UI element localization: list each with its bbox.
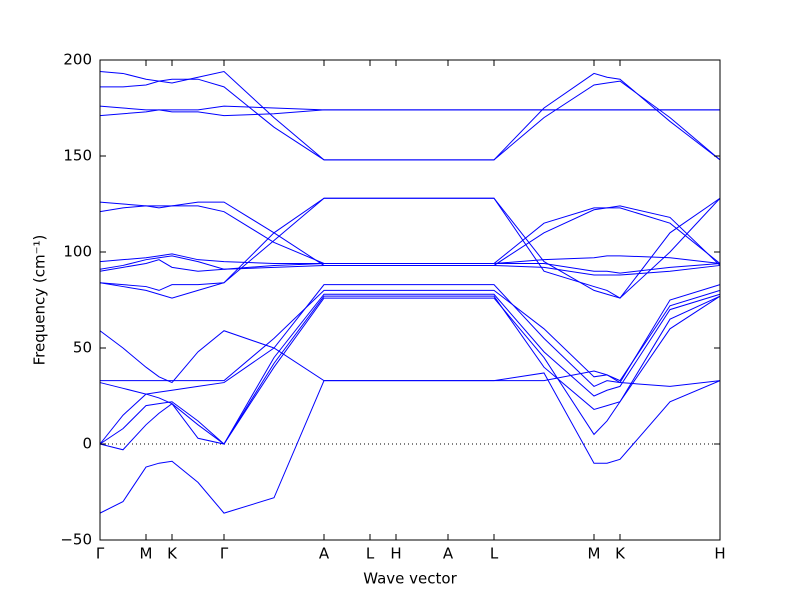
x-tick-label: H bbox=[714, 545, 725, 563]
band-line bbox=[99, 295, 721, 445]
y-tick-label: 200 bbox=[63, 51, 92, 69]
y-tick-label: 0 bbox=[82, 435, 92, 453]
y-tick-label: −50 bbox=[60, 531, 92, 549]
x-tick-label: A bbox=[443, 545, 454, 563]
x-tick-label: M bbox=[140, 545, 153, 563]
x-tick-label: Γ bbox=[96, 545, 105, 563]
y-tick-label: 150 bbox=[63, 147, 92, 165]
x-tick-label: Γ bbox=[220, 545, 229, 563]
band-line bbox=[99, 205, 721, 265]
band-line bbox=[99, 293, 721, 445]
band-line bbox=[99, 70, 721, 161]
x-axis-label: Wave vector bbox=[363, 570, 457, 588]
band-line bbox=[99, 330, 721, 387]
band-line bbox=[99, 295, 721, 451]
x-tick-label: H bbox=[390, 545, 401, 563]
y-tick-label: 50 bbox=[73, 339, 92, 357]
x-tick-label: L bbox=[366, 545, 375, 563]
x-tick-label: A bbox=[319, 545, 330, 563]
x-tick-label: M bbox=[588, 545, 601, 563]
band-line bbox=[99, 284, 721, 395]
band-line bbox=[99, 197, 721, 299]
x-tick-label: K bbox=[615, 545, 626, 563]
y-axis-label: Frequency (cm⁻¹) bbox=[31, 235, 49, 366]
plot-frame bbox=[99, 59, 721, 541]
band-line bbox=[99, 201, 721, 266]
band-line bbox=[99, 105, 720, 117]
x-tick-label: K bbox=[167, 545, 178, 563]
x-tick-label: L bbox=[490, 545, 499, 563]
y-tick-label: 100 bbox=[63, 243, 92, 261]
